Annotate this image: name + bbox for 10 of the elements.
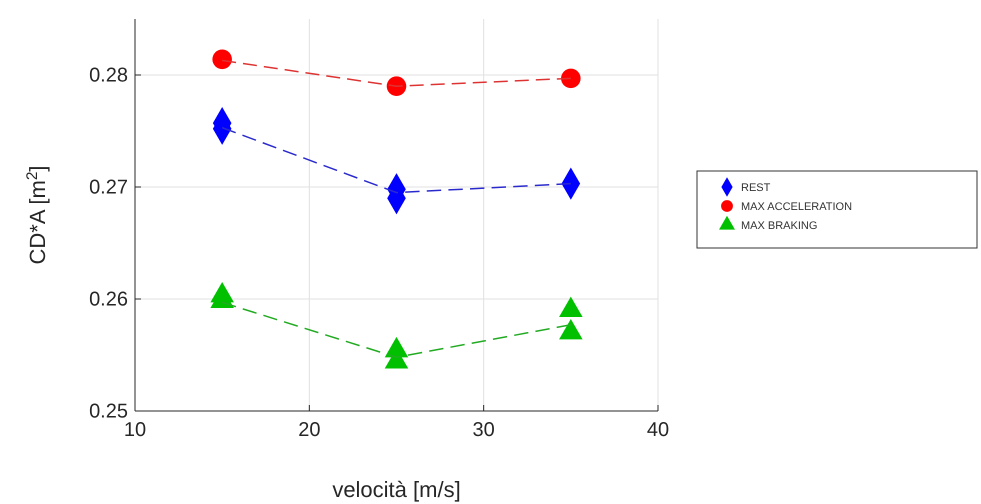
- x-tick-label: 30: [472, 419, 495, 441]
- x-axis-title: velocità [m/s]: [332, 477, 461, 502]
- legend-label: MAX BRAKING: [741, 220, 818, 232]
- y-tick-label: 0.26: [89, 288, 128, 310]
- legend-label: MAX ACCELERATION: [741, 201, 852, 213]
- y-tick-label: 0.28: [89, 64, 128, 86]
- x-tick-label: 20: [298, 419, 320, 441]
- y-tick-label: 0.27: [89, 176, 128, 198]
- legend-label: REST: [741, 182, 771, 194]
- x-tick-label: 40: [646, 419, 670, 441]
